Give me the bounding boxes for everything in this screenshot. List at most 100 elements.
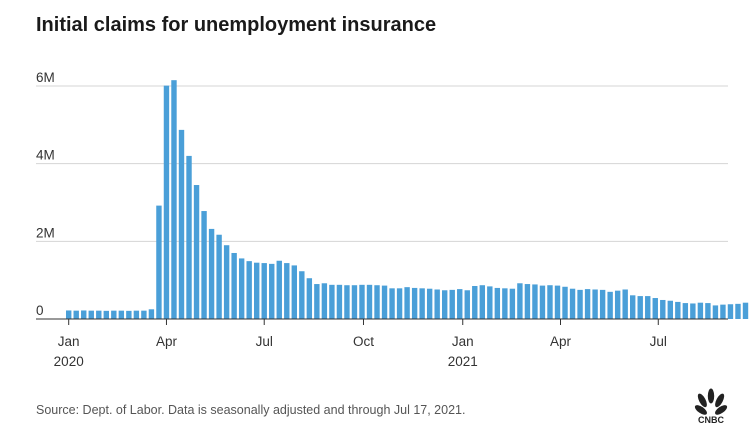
bar <box>660 299 666 319</box>
bar <box>675 301 681 319</box>
bar <box>133 310 140 319</box>
bar <box>622 289 628 319</box>
bar <box>712 305 719 319</box>
chart-title: Initial claims for unemployment insuranc… <box>36 14 437 36</box>
bar <box>284 263 290 319</box>
bar <box>329 284 335 319</box>
bar <box>81 310 87 319</box>
bar <box>344 285 350 319</box>
bar <box>73 310 79 319</box>
bar <box>434 289 440 319</box>
bar <box>103 310 109 319</box>
bar <box>186 155 192 319</box>
bar <box>66 310 72 319</box>
bar <box>554 285 561 319</box>
bar <box>577 289 583 319</box>
bar <box>426 288 433 319</box>
x-tick-label: Apr <box>550 334 572 349</box>
bar <box>720 304 726 319</box>
bar <box>201 211 207 319</box>
bar <box>479 285 485 319</box>
x-tick-year-label: 2020 <box>54 354 84 369</box>
bar <box>291 265 297 319</box>
bar <box>637 296 643 319</box>
x-tick-label: Jul <box>650 334 667 349</box>
y-tick-label: 4M <box>36 148 55 163</box>
logo-wordmark: CNBC <box>698 415 724 425</box>
bar <box>254 262 260 319</box>
bar <box>223 245 230 319</box>
bar <box>396 288 403 319</box>
bar <box>336 284 343 319</box>
y-tick-label: 0 <box>36 303 44 318</box>
y-axis-labels: 0 2M 4M 6M <box>36 70 55 318</box>
bar <box>381 285 388 319</box>
bar <box>208 228 215 319</box>
bar <box>742 302 749 319</box>
bar <box>607 291 613 319</box>
bar <box>592 289 598 319</box>
bar <box>306 278 313 319</box>
bar <box>299 271 305 319</box>
bar <box>231 252 237 319</box>
bar <box>539 285 546 319</box>
source-note: Source: Dept. of Labor. Data is seasonal… <box>36 403 466 417</box>
bar <box>238 258 245 319</box>
bar <box>359 284 365 319</box>
bar <box>457 289 463 319</box>
bar <box>111 310 117 319</box>
bar <box>156 205 162 319</box>
bar <box>569 288 576 319</box>
bar <box>96 310 102 319</box>
bar <box>193 185 200 319</box>
bar <box>464 290 470 319</box>
bar <box>517 283 523 319</box>
bar <box>216 234 222 319</box>
bar <box>411 287 418 319</box>
bar <box>419 288 425 319</box>
bar <box>547 285 553 319</box>
bar <box>727 304 734 319</box>
bar <box>532 284 538 319</box>
bar <box>645 296 651 319</box>
x-tick-label: Jan <box>58 334 80 349</box>
bar <box>366 284 373 319</box>
y-tick-label: 6M <box>36 70 55 85</box>
x-tick-label: Jan <box>452 334 474 349</box>
bar <box>442 290 448 319</box>
bar <box>509 288 516 319</box>
bar <box>351 285 358 319</box>
bar <box>502 288 508 319</box>
bar <box>599 289 606 319</box>
x-tick-label: Apr <box>156 334 178 349</box>
bar <box>321 283 328 319</box>
bar <box>667 300 673 319</box>
bar <box>374 285 380 319</box>
bar <box>472 285 478 319</box>
bar <box>276 260 282 319</box>
x-tick-label: Jul <box>256 334 273 349</box>
bar <box>141 310 147 319</box>
bar <box>614 290 621 319</box>
bar <box>562 286 568 319</box>
bar <box>449 289 455 319</box>
bar <box>735 303 741 319</box>
bar <box>705 303 711 319</box>
bar <box>652 298 658 319</box>
y-tick-label: 2M <box>36 225 55 240</box>
bar <box>118 310 125 319</box>
bar <box>404 287 410 319</box>
bar <box>682 303 689 319</box>
bar-series <box>66 80 749 319</box>
bar <box>494 287 501 319</box>
bar <box>690 303 696 319</box>
bar <box>178 129 185 319</box>
x-tick-year-label: 2021 <box>448 354 478 369</box>
bar <box>171 80 177 319</box>
bar <box>246 261 252 319</box>
bar <box>314 284 320 319</box>
x-axis-ticks: Jan 2020 Apr Jul Oct Jan 2021 Apr Jul <box>54 319 667 369</box>
bar <box>584 289 591 319</box>
grid-lines <box>36 85 728 242</box>
